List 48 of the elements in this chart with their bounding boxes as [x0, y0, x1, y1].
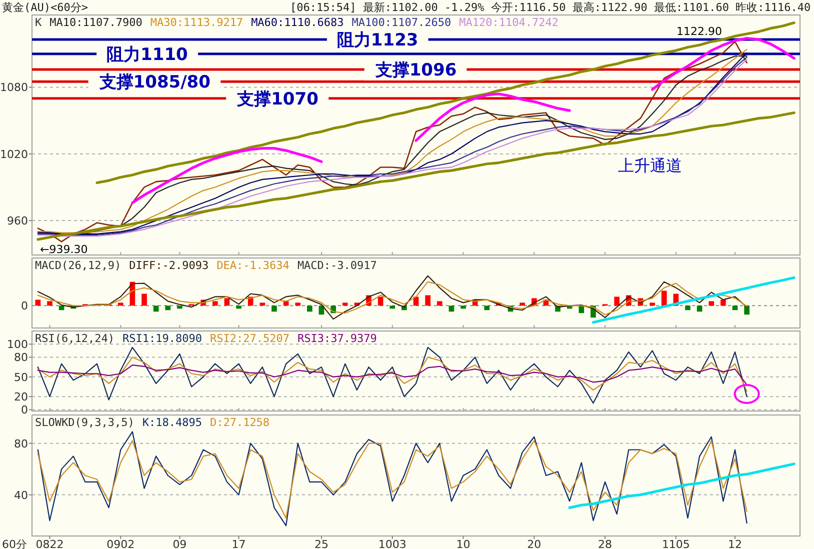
- chart-title: K: [35, 16, 42, 29]
- y-tick-label: 40: [14, 488, 28, 502]
- y-tick-label: 50: [14, 370, 28, 384]
- y-tick-label: 80: [14, 351, 28, 364]
- text: MACD:-3.0917: [297, 259, 377, 272]
- annotation: 上升通道: [618, 156, 682, 175]
- text: 黄金(AU)<60分>: [2, 1, 88, 14]
- series-label: RSI1:19.8090: [122, 332, 202, 345]
- x-tick-label: 10: [456, 538, 470, 549]
- x-tick-label: 0822: [36, 538, 64, 549]
- y-tick-label: 1080: [0, 81, 28, 94]
- annotation: ←939.30: [40, 243, 88, 256]
- x-tick-label: 17: [232, 538, 246, 549]
- x-tick-label: 25: [314, 538, 328, 549]
- text: [06:15:54] 最新:1102.00 -1.29% 今开:1116.50 最高:1122.90 最低:1101.60 昨收:1116.40: [290, 1, 811, 14]
- text: RSI3:37.9379: [297, 332, 377, 345]
- x-tick-label: 20: [527, 538, 542, 549]
- x-tick-label: 12: [728, 538, 742, 549]
- series-label: DIFF:-2.9093: [129, 259, 209, 272]
- y-tick-label: 20: [14, 390, 28, 404]
- series-label: RSI2:27.5207: [210, 332, 290, 345]
- chart-title: SLOWKD(9,3,3,5): [35, 416, 134, 429]
- y-tick-label: 100: [7, 338, 28, 352]
- x-tick-label: 0902: [106, 538, 135, 549]
- y-tick-label: 960: [7, 214, 28, 228]
- text: MA10:1107.7900: [50, 16, 142, 29]
- x-tick-label: 1003: [378, 538, 406, 549]
- chart-title: RSI(6,12,24): [35, 332, 114, 345]
- text: DEA:-1.3634: [216, 259, 290, 272]
- ref-line-label: 支撑1070: [236, 89, 319, 110]
- series-label: K:18.4895: [142, 416, 202, 429]
- y-tick-label: 1020: [0, 148, 28, 161]
- y-tick-label: 80: [14, 437, 28, 450]
- text: MA60:1110.6683: [251, 16, 344, 29]
- y-tick-label: 0: [21, 404, 28, 417]
- x-tick-label: 28: [598, 538, 612, 549]
- annotation: 1122.90: [676, 25, 722, 38]
- ref-line-label: 阻力1110: [106, 44, 188, 65]
- ref-line-label: 支撑1085/80: [98, 72, 211, 93]
- x-tick-label: 1105: [662, 538, 690, 549]
- text: MA120:1104.7242: [459, 16, 558, 29]
- text: D:27.1258: [210, 416, 270, 429]
- ref-line-label: 阻力1123: [336, 30, 418, 50]
- text: MA100:1107.2650: [352, 16, 452, 29]
- chart-title: MACD(26,12,9): [35, 259, 122, 272]
- ref-line-label: 支撑1096: [374, 60, 457, 80]
- text: MA30:1113.9217: [150, 16, 244, 29]
- x-tick-label: 09: [172, 538, 187, 549]
